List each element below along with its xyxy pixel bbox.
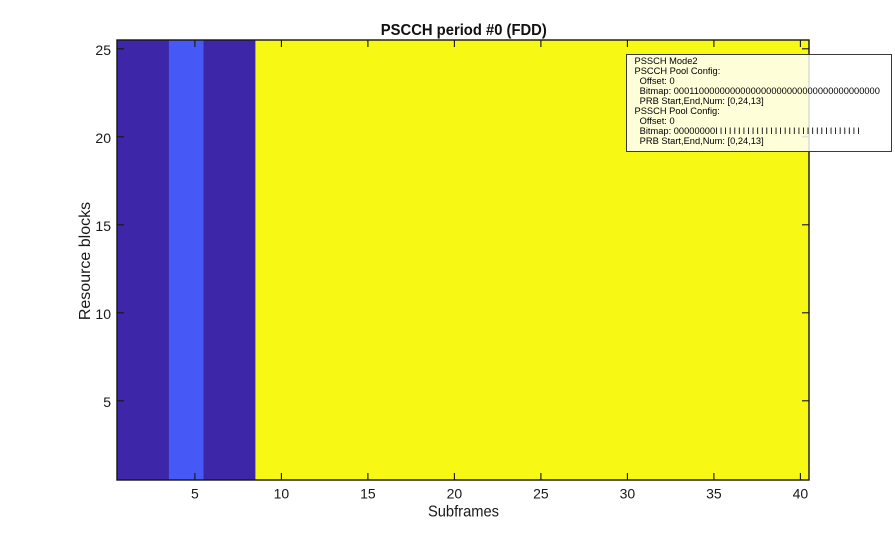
svg-text:Resource blocks: Resource blocks [77, 202, 94, 320]
svg-text:30: 30 [620, 486, 636, 502]
svg-text:15: 15 [95, 218, 111, 234]
svg-text:25: 25 [95, 42, 111, 58]
svg-text:25: 25 [533, 486, 549, 502]
svg-text:35: 35 [706, 486, 722, 502]
svg-text:10: 10 [95, 306, 111, 322]
svg-text:20: 20 [447, 486, 463, 502]
svg-text:5: 5 [103, 394, 111, 410]
svg-text:5: 5 [191, 486, 199, 502]
svg-text:10: 10 [274, 486, 290, 502]
svg-text:15: 15 [360, 486, 376, 502]
svg-text:PSCCH period #0 (FDD): PSCCH period #0 (FDD) [381, 22, 547, 39]
svg-text:40: 40 [793, 486, 809, 502]
svg-text:Subframes: Subframes [428, 503, 499, 520]
svg-text:20: 20 [95, 130, 111, 146]
